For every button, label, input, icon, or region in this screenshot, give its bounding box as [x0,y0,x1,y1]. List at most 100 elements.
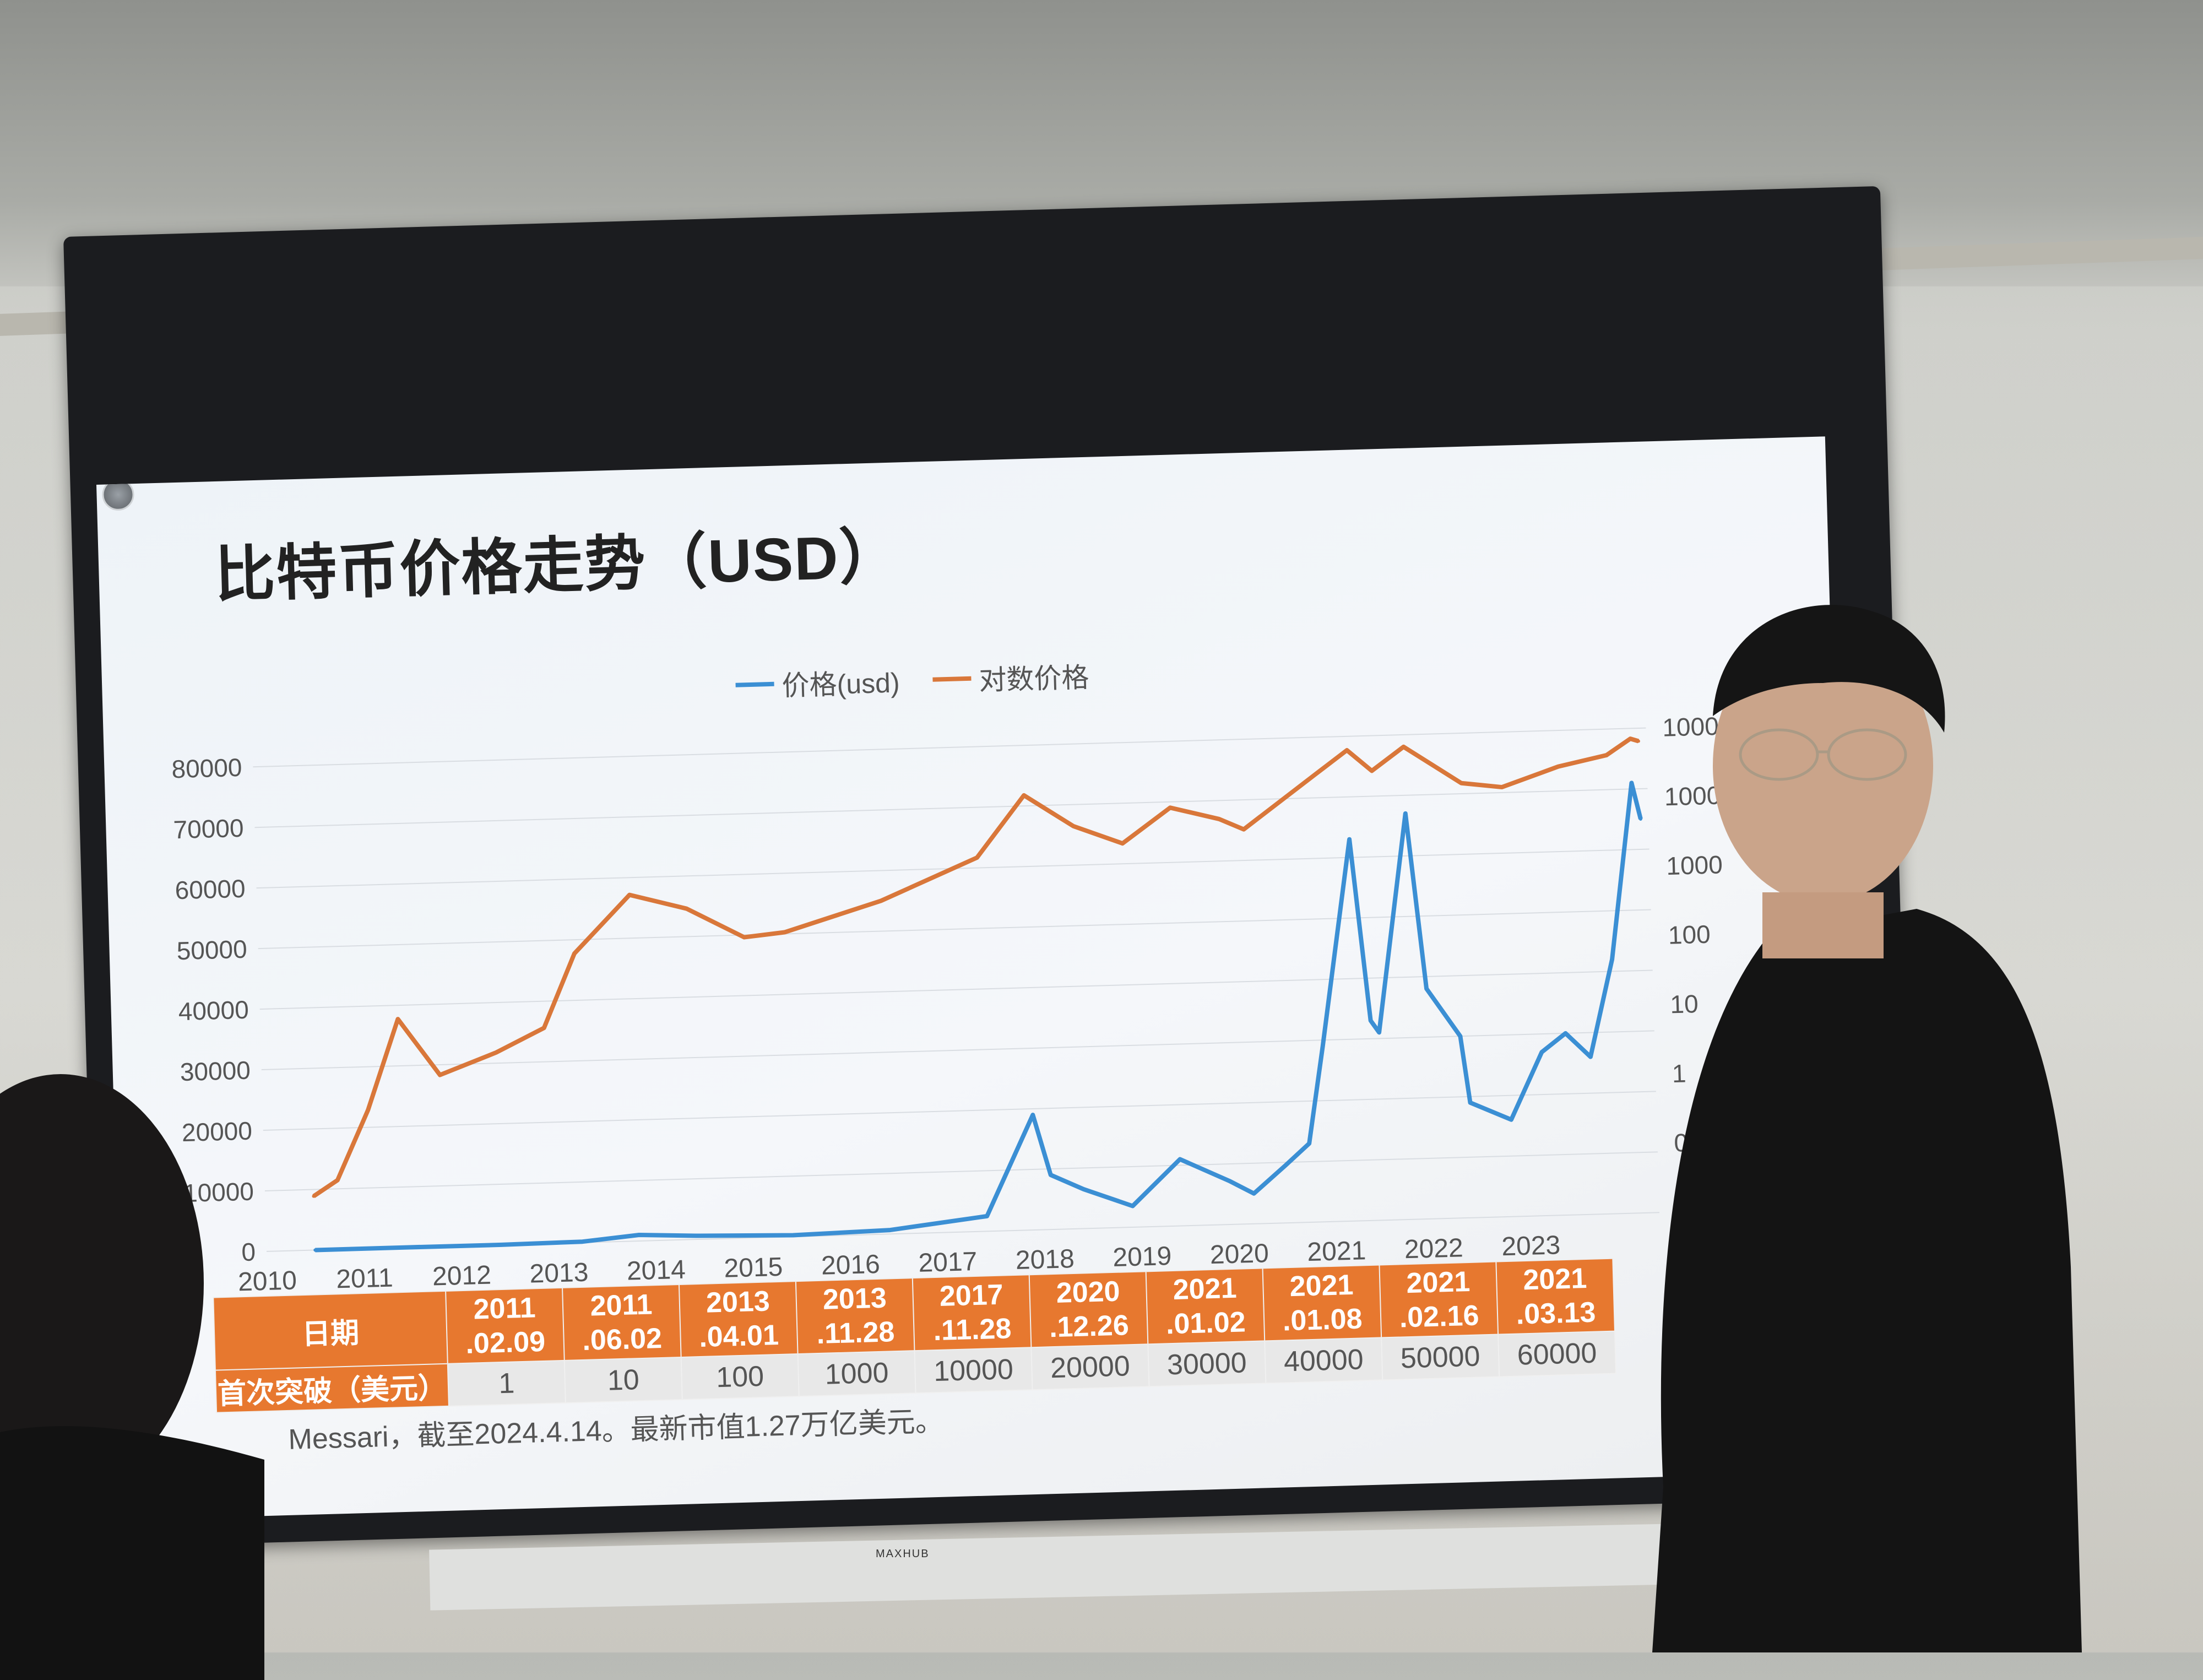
series-point-log-price [1604,753,1608,757]
presenter-person [1652,605,2082,1652]
table-cell-date: 2011.02.09 [446,1287,565,1364]
gridline [253,727,1646,768]
series-point-price [1638,817,1642,821]
y-right-tick-label: 10 [1670,989,1699,1018]
series-point-price [500,1243,503,1247]
series-point-log-price [1370,769,1374,773]
series-point-price [1348,837,1352,841]
x-tick-label: 2013 [529,1258,589,1289]
series-line-price [315,781,1643,1253]
table-cell-threshold: 10 [564,1357,682,1403]
series-point-log-price [1217,817,1221,821]
series-point-log-price [366,1108,370,1112]
table-cell-date: 2021.01.08 [1262,1265,1382,1341]
series-point-log-price [879,899,883,903]
presentation-screen: 比特币价格走势（USD） 价格(usd) 对数价格 0 10000 20000 300… [96,436,1854,1520]
x-tick-label: 2012 [432,1261,491,1292]
table-cell-threshold: 1000 [797,1351,916,1397]
x-tick-label: 2021 [1307,1236,1366,1267]
x-tick-label: 2018 [1015,1244,1075,1275]
gridline [254,788,1648,828]
y-left-tick-label: 60000 [175,874,246,905]
series-point-log-price [1556,765,1560,768]
y-left-tick-label: 0 [241,1237,256,1266]
series-point-price [637,1233,641,1237]
y-left-tick-label: 40000 [178,995,249,1026]
gridline [259,969,1653,1010]
y-right-tick-label: 1000 [1666,850,1723,880]
gridline [263,1091,1656,1131]
series-point-price [1403,811,1407,815]
series-point-price [1321,1044,1325,1048]
table-cell-threshold: 1 [447,1360,566,1406]
series-point-price [1425,987,1429,990]
series-point-price [1564,1031,1567,1035]
series-point-price [1468,1101,1472,1104]
series-point-price [1588,1055,1592,1059]
gridline [261,1030,1654,1071]
x-tick-label: 2017 [918,1247,978,1278]
table-cell-threshold: 10000 [914,1347,1033,1394]
series-point-price [1049,1173,1052,1177]
series-point-log-price [1345,749,1349,752]
series-point-price [1458,1034,1462,1038]
series-point-log-price [685,907,688,911]
y-right-tick-label: 100 [1668,920,1711,950]
x-tick-label: 2014 [626,1255,686,1286]
gridline [264,1151,1658,1191]
series-point-log-price [542,1026,546,1030]
series-point-price [1082,1187,1086,1191]
gridline [258,909,1651,950]
series-point-log-price [1636,739,1640,743]
series-point-log-price [627,893,631,897]
series-point-log-price [396,1017,400,1021]
series-point-price [1307,1141,1311,1145]
series-point-price [580,1240,584,1244]
series-point-price [791,1233,795,1237]
y-left-tick-label: 70000 [173,814,244,844]
series-point-price [1131,1204,1135,1208]
x-tick-label: 2020 [1209,1239,1269,1270]
series-point-price [1369,1018,1372,1022]
series-point-log-price [1629,737,1632,741]
table-cell-threshold: 100 [681,1354,799,1400]
series-point-price [888,1228,892,1232]
audience-member-head [0,1074,264,1680]
series-point-price [1630,781,1634,785]
y-left-tick-label: 20000 [181,1117,252,1147]
series-point-log-price [783,930,786,934]
series-line-log-price [312,736,1640,1199]
series-point-log-price [312,1194,316,1198]
x-tick-label: 2022 [1404,1233,1463,1264]
tv-stand [429,1524,1675,1611]
series-point-log-price [1500,785,1504,789]
y-left-tick-label: 30000 [180,1056,251,1087]
series-point-price [1540,1050,1544,1054]
series-point-log-price [335,1178,339,1182]
series-point-price [313,1248,317,1252]
table-cell-threshold: 30000 [1148,1341,1266,1387]
table-cell-date: 2021.01.02 [1146,1268,1265,1345]
series-point-log-price [494,1050,498,1054]
x-tick-label: 2023 [1501,1231,1561,1261]
series-point-log-price [1242,827,1246,831]
series-point-log-price [975,856,979,860]
price-chart: 0 10000 20000 30000 40000 50000 60000 70000 8000… [171,711,1748,1297]
series-point-price [1377,1031,1381,1034]
table-cell-date: 2013.04.01 [679,1281,798,1357]
series-point-price [1031,1113,1035,1117]
x-tick-label: 2016 [821,1250,880,1281]
series-point-log-price [742,935,746,939]
series-point-price [1284,1163,1288,1167]
y-left-tick-label: 50000 [176,935,247,966]
series-point-price [1610,957,1614,961]
series-point-price [402,1245,406,1249]
table-cell-date: 2020.12.26 [1029,1271,1148,1348]
series-point-price [694,1234,698,1238]
x-tick-label: 2011 [336,1264,394,1294]
series-point-log-price [1402,745,1406,749]
table-cell-date: 2021.02.16 [1379,1261,1499,1338]
series-point-log-price [438,1073,442,1077]
tv-brand-logo: MAXHUB [876,1548,930,1560]
table-cell-date: 2017.11.28 [912,1275,1032,1351]
